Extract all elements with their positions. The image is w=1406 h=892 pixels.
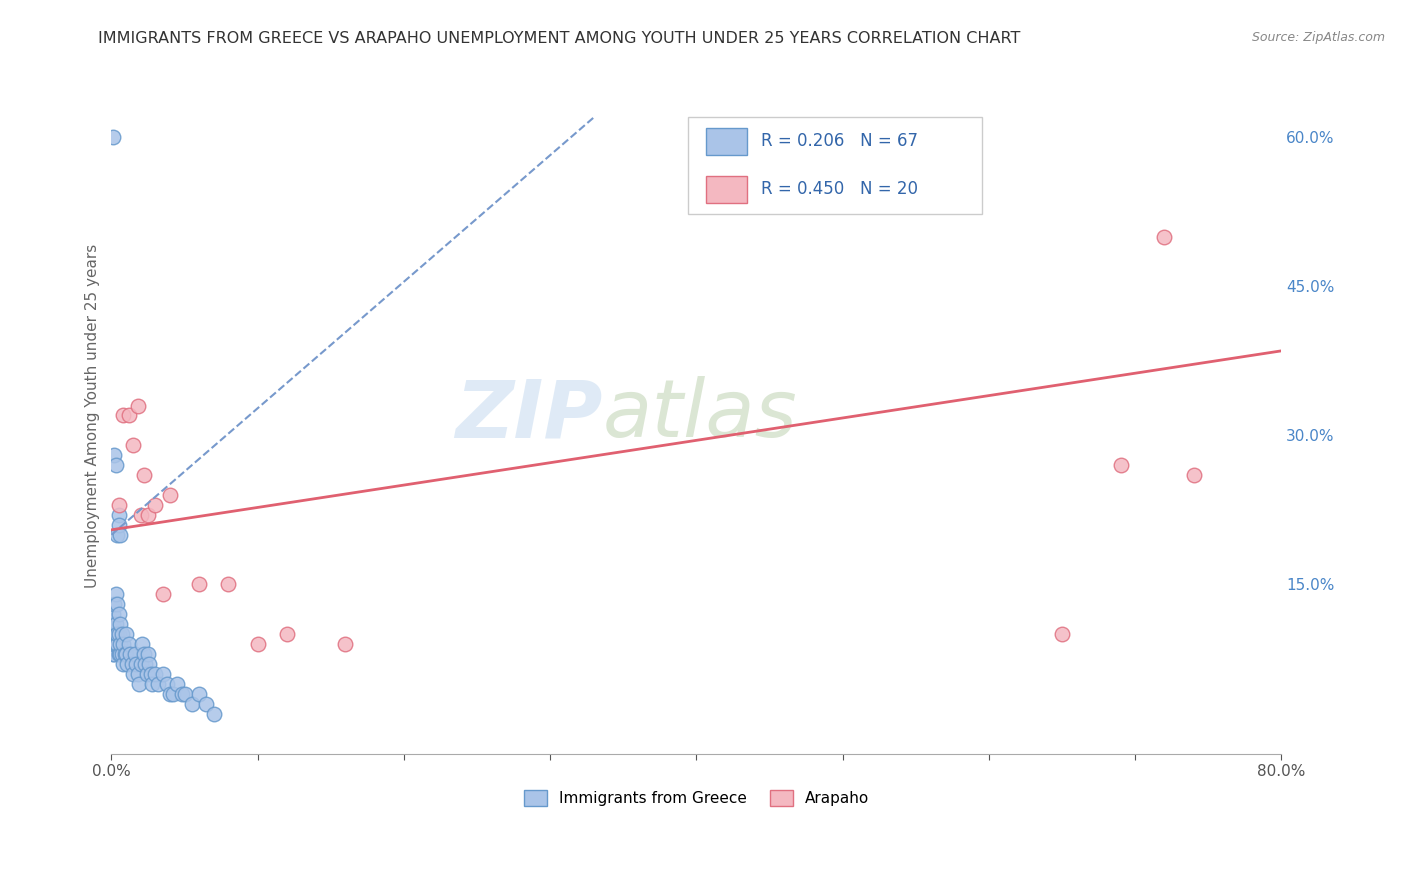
- Point: [188, 687, 211, 701]
- Point: [276, 627, 298, 641]
- Text: atlas: atlas: [603, 376, 797, 455]
- Point: [1109, 458, 1132, 473]
- Point: [246, 637, 269, 651]
- Point: [132, 647, 155, 661]
- Point: [108, 637, 131, 651]
- Point: [104, 627, 127, 641]
- Point: [143, 498, 166, 512]
- Point: [152, 667, 174, 681]
- Point: [111, 647, 134, 661]
- Point: [105, 637, 128, 651]
- Point: [111, 627, 134, 641]
- Point: [132, 468, 155, 483]
- Point: [101, 647, 124, 661]
- Point: [166, 677, 188, 691]
- Point: [159, 488, 181, 502]
- Point: [108, 528, 131, 542]
- Point: [136, 647, 159, 661]
- Point: [127, 399, 149, 413]
- Point: [1153, 229, 1175, 244]
- Point: [105, 627, 128, 641]
- Point: [107, 517, 129, 532]
- Point: [104, 587, 127, 601]
- Point: [101, 130, 124, 145]
- Point: [127, 667, 149, 681]
- Text: Source: ZipAtlas.com: Source: ZipAtlas.com: [1251, 31, 1385, 45]
- Point: [101, 637, 124, 651]
- Text: ZIP: ZIP: [456, 376, 603, 455]
- Point: [104, 617, 127, 632]
- Point: [121, 657, 143, 671]
- Point: [162, 687, 184, 701]
- Point: [180, 697, 202, 711]
- Point: [105, 528, 128, 542]
- Point: [103, 647, 125, 661]
- Point: [122, 667, 145, 681]
- Point: [104, 637, 127, 651]
- Point: [118, 637, 141, 651]
- Point: [135, 667, 157, 681]
- Point: [128, 677, 150, 691]
- Point: [112, 409, 135, 423]
- Point: [131, 637, 153, 651]
- Point: [120, 647, 142, 661]
- Point: [115, 627, 138, 641]
- Point: [125, 657, 148, 671]
- Point: [1050, 627, 1073, 641]
- Point: [138, 657, 160, 671]
- Point: [103, 598, 125, 612]
- Point: [195, 697, 218, 711]
- Point: [107, 508, 129, 522]
- Y-axis label: Unemployment Among Youth under 25 years: Unemployment Among Youth under 25 years: [86, 244, 100, 588]
- Point: [148, 677, 170, 691]
- Point: [101, 617, 124, 632]
- Point: [118, 409, 141, 423]
- Point: [107, 647, 129, 661]
- Point: [103, 448, 125, 462]
- Point: [141, 677, 163, 691]
- Text: IMMIGRANTS FROM GREECE VS ARAPAHO UNEMPLOYMENT AMONG YOUTH UNDER 25 YEARS CORREL: IMMIGRANTS FROM GREECE VS ARAPAHO UNEMPL…: [98, 31, 1021, 46]
- Point: [105, 598, 128, 612]
- Point: [139, 667, 162, 681]
- Point: [101, 607, 124, 622]
- Point: [159, 687, 181, 701]
- Point: [108, 647, 131, 661]
- Point: [101, 627, 124, 641]
- Point: [104, 458, 127, 473]
- Point: [136, 508, 159, 522]
- Point: [335, 637, 357, 651]
- Point: [1182, 468, 1205, 483]
- Point: [217, 577, 239, 591]
- Point: [117, 657, 139, 671]
- Point: [114, 647, 136, 661]
- Point: [129, 508, 152, 522]
- Point: [122, 438, 145, 452]
- Point: [188, 577, 211, 591]
- Point: [108, 617, 131, 632]
- Text: R = 0.206   N = 67: R = 0.206 N = 67: [762, 132, 918, 151]
- Point: [143, 667, 166, 681]
- Point: [152, 587, 174, 601]
- Point: [107, 498, 129, 512]
- Point: [112, 657, 135, 671]
- Point: [107, 627, 129, 641]
- Point: [107, 607, 129, 622]
- Point: [173, 687, 195, 701]
- Point: [115, 647, 138, 661]
- Point: [156, 677, 179, 691]
- Point: [103, 637, 125, 651]
- Point: [112, 637, 135, 651]
- Point: [134, 657, 156, 671]
- Point: [202, 706, 225, 721]
- Text: R = 0.450   N = 20: R = 0.450 N = 20: [762, 180, 918, 198]
- Point: [170, 687, 193, 701]
- Point: [103, 627, 125, 641]
- Point: [124, 647, 146, 661]
- Legend: Immigrants from Greece, Arapaho: Immigrants from Greece, Arapaho: [516, 782, 877, 814]
- Point: [129, 657, 152, 671]
